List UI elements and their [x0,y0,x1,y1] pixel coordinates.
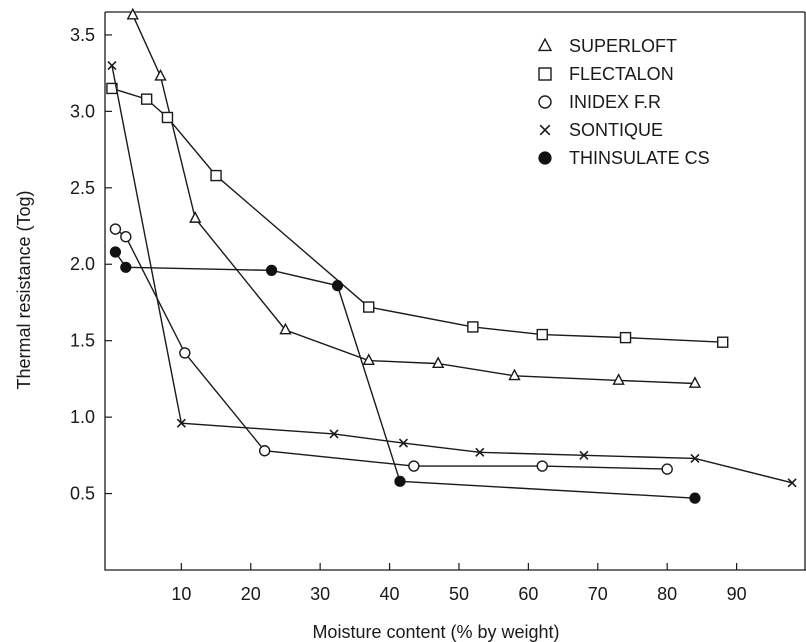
open-circle-marker [109,223,122,235]
cross-marker [398,438,409,448]
open-circle-marker [538,95,552,109]
legend: SUPERLOFT FLECTALON INIDEX F.R SONTIQUE THIN… [537,36,710,168]
y-tick-label: 0.5 [70,484,95,504]
open-circle-marker [408,460,420,472]
triangle-marker [189,211,202,223]
cross-marker [176,418,186,428]
legend-item: FLECTALON [538,64,674,84]
x-axis-title: Moisture content (% by weight) [312,622,559,642]
square-marker [161,111,174,124]
open-circle-marker [120,231,132,243]
filled-circle-marker [120,261,132,273]
triangle-marker [279,322,292,335]
y-tick-label: 1.5 [70,331,95,351]
triangle-marker [612,373,625,385]
filled-circle-marker [109,246,122,258]
legend-label: FLECTALON [569,64,674,84]
square-marker [363,301,375,313]
y-tick-label: 2.5 [70,178,95,198]
square-marker [467,321,479,333]
open-circle-marker [258,445,271,457]
series-flectalon [106,82,729,348]
filled-circle-marker [394,475,406,487]
cross-marker [787,478,797,488]
x-tick-label: 10 [171,584,191,604]
legend-label: THINSULATE CS [569,148,710,168]
triangle-marker [154,68,167,81]
square-marker [210,169,222,182]
x-tick-label: 40 [380,584,400,604]
series-sontique [107,60,797,488]
y-axis-title: Thermal resistance (Tog) [14,190,34,389]
square-marker [140,93,153,105]
y-tick-label: 1.0 [70,407,95,427]
cross-marker [579,450,589,460]
triangle-marker [431,356,445,369]
legend-item: INIDEX F.R [538,92,661,112]
legend-label: SUPERLOFT [569,36,677,56]
x-tick-label: 50 [449,584,469,604]
legend-label: SONTIQUE [569,120,663,140]
cross-marker [539,124,551,136]
x-tick-label: 90 [727,584,747,604]
y-tick-label: 2.0 [70,254,95,274]
x-tick-label: 70 [588,584,608,604]
filled-circle-marker [538,151,552,165]
x-tick-label: 20 [241,584,261,604]
x-tick-label: 60 [518,584,538,604]
cross-marker [475,447,485,457]
open-circle-marker [179,347,191,359]
series-thinsulate-cs [109,246,701,504]
triangle-marker [508,368,521,381]
open-circle-marker [536,460,548,472]
series-line [111,65,793,484]
series-inidex-f-r [109,223,673,475]
cross-marker [690,453,700,463]
triangle-marker [688,376,702,388]
square-marker [717,336,729,348]
cross-marker [329,429,339,439]
legend-item: SONTIQUE [539,120,663,140]
square-marker [536,328,548,341]
cross-marker [107,60,117,71]
y-tick-label: 3.5 [70,25,95,45]
legend-label: INIDEX F.R [569,92,661,112]
filled-circle-marker [331,280,344,292]
filled-circle-marker [689,492,701,504]
triangle-marker [362,353,375,365]
filled-circle-marker [265,264,278,276]
legend-item: SUPERLOFT [537,36,677,56]
legend-item: THINSULATE CS [538,148,710,168]
open-circle-marker [661,463,673,475]
axis-frame-left-bottom [104,12,806,571]
square-marker [538,67,552,81]
square-marker [619,331,632,344]
triangle-marker [537,37,553,52]
x-tick-label: 80 [657,584,677,604]
y-tick-label: 3.0 [70,101,95,121]
axes: 10 20 30 40 50 60 70 80 90 0.5 1.0 1.5 2.0 2.5 3.0 3.5 [70,11,806,604]
x-tick-label: 30 [310,584,330,604]
triangle-marker [126,7,139,20]
series-layer [106,7,797,504]
